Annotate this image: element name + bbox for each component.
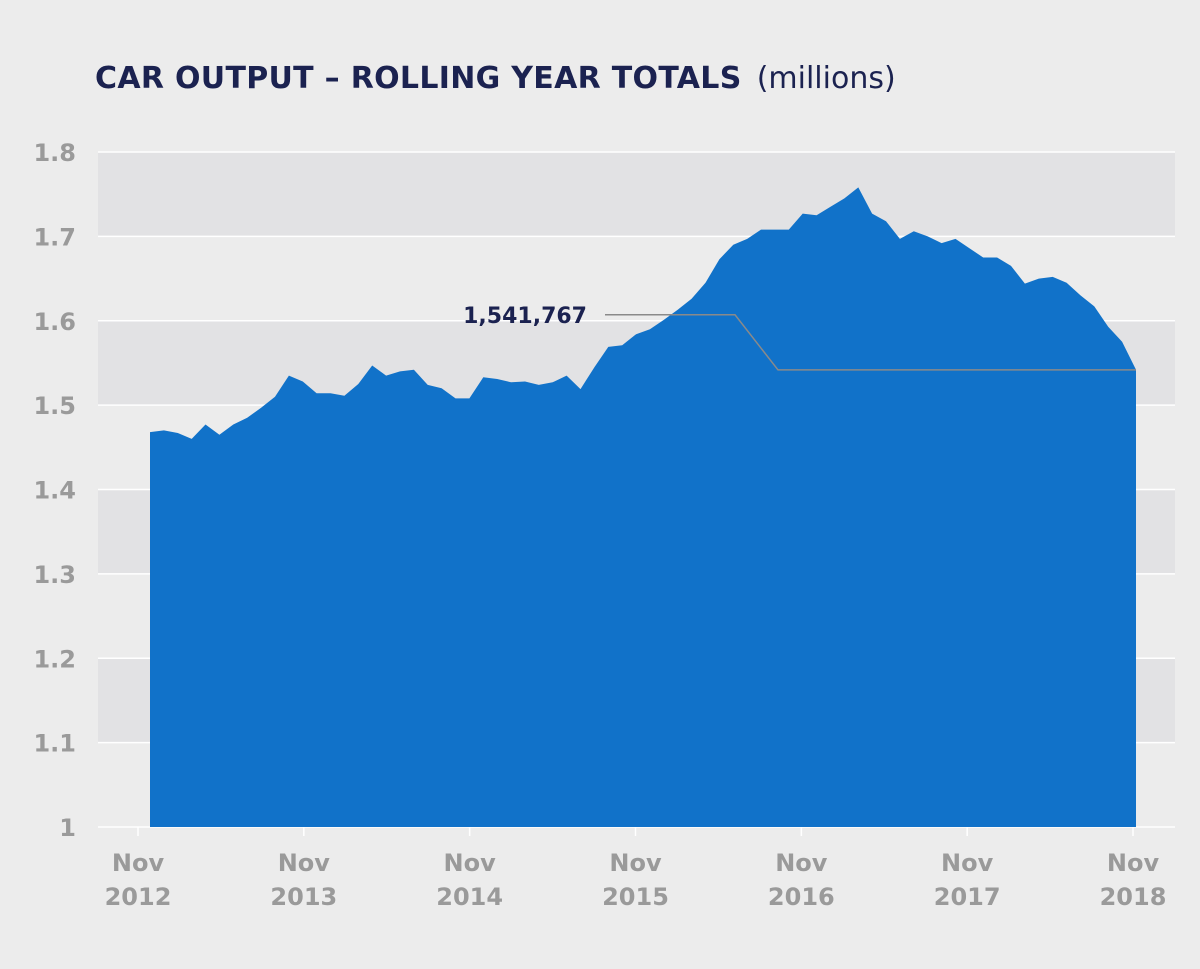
area-series — [150, 187, 1136, 827]
x-tick-label-month: Nov — [1107, 849, 1160, 877]
y-axis-ticks: 1 1.1 1.2 1.3 1.4 1.5 1.6 1.7 1.8 — [33, 139, 76, 842]
x-tick-label-year: 2015 — [602, 883, 669, 911]
x-tick-label-month: Nov — [609, 849, 662, 877]
x-tick-label-year: 2017 — [934, 883, 1001, 911]
x-tick-label-month: Nov — [112, 849, 165, 877]
annotation-layer: 1,541,767 — [463, 304, 1136, 371]
chart-title-main: CAR OUTPUT – ROLLING YEAR TOTALS — [95, 61, 742, 96]
x-tick-label-year: 2012 — [105, 883, 172, 911]
x-axis-ticks: Nov 2012 Nov 2013 Nov 2014 Nov 2015 Nov 2016 Nov 20… — [105, 827, 1167, 911]
x-tick-label-year: 2018 — [1100, 883, 1167, 911]
annotation-leader-line — [605, 314, 1136, 371]
x-tick-label-month: Nov — [444, 849, 497, 877]
y-tick-label: 1.3 — [33, 561, 76, 589]
y-tick-label: 1 — [59, 814, 76, 842]
x-tick-label-month: Nov — [941, 849, 994, 877]
y-tick-label: 1.4 — [33, 477, 76, 505]
y-tick-label: 1.5 — [33, 392, 76, 420]
chart-title-unit: (millions) — [757, 61, 896, 96]
x-tick-label-month: Nov — [775, 849, 828, 877]
area-layer — [150, 187, 1136, 827]
y-tick-label: 1.8 — [33, 139, 76, 167]
y-tick-label: 1.2 — [33, 645, 76, 673]
y-tick-label: 1.7 — [33, 223, 76, 251]
x-tick-label-year: 2014 — [436, 883, 503, 911]
x-tick-label-month: Nov — [278, 849, 331, 877]
plot-band — [98, 152, 1175, 237]
y-tick-label: 1.6 — [33, 308, 76, 336]
y-tick-label: 1.1 — [33, 730, 76, 758]
annotation-label: 1,541,767 — [463, 304, 587, 329]
x-tick-label-year: 2013 — [270, 883, 337, 911]
chart-title: CAR OUTPUT – ROLLING YEAR TOTALS (millio… — [95, 61, 896, 96]
x-tick-label-year: 2016 — [768, 883, 835, 911]
